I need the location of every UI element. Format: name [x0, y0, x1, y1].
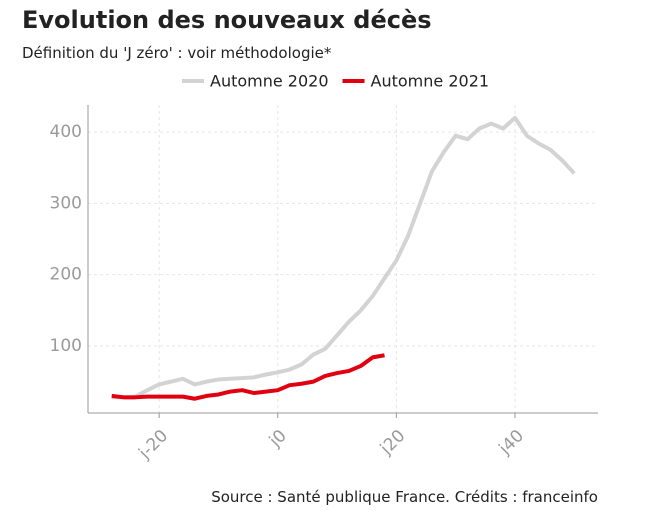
y-tick-label: 200: [50, 265, 82, 285]
x-tick-label: j0: [265, 426, 291, 452]
y-tick-label: 100: [50, 336, 82, 356]
y-tick-label: 400: [50, 122, 82, 142]
line: [111, 353, 385, 401]
chart-title: Evolution des nouveaux décès: [22, 6, 432, 34]
x-tick-label: j-20: [134, 426, 172, 464]
x-tick-label: j20: [376, 426, 409, 459]
legend-label: Automne 2021: [371, 72, 490, 91]
y-tick-label: 300: [50, 193, 82, 213]
chart-subtitle: Définition du 'J zéro' : voir méthodolog…: [22, 44, 332, 62]
line: [111, 115, 576, 400]
legend-label: Automne 2020: [210, 72, 329, 91]
source: Source : Santé publique France. Crédits …: [211, 488, 598, 506]
x-tick-label: j40: [495, 426, 528, 459]
